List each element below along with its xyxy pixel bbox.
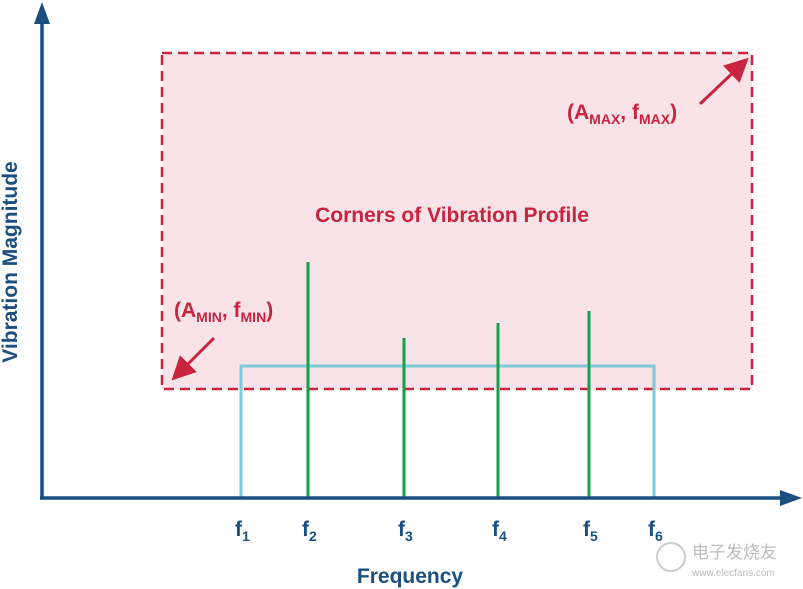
text: MIN bbox=[241, 309, 267, 325]
text: ) bbox=[670, 101, 677, 124]
profile-box bbox=[160, 51, 754, 391]
frequency-label: f3 bbox=[398, 518, 413, 544]
frequency-label: f6 bbox=[648, 518, 663, 544]
x-axis-label: Frequency bbox=[357, 565, 464, 588]
watermark-name: 电子发烧友 bbox=[692, 543, 777, 562]
text: ( bbox=[174, 299, 181, 322]
text: ) bbox=[266, 299, 273, 322]
max-corner: (AMAX, fMAX) bbox=[567, 101, 677, 127]
text: A bbox=[181, 299, 196, 322]
watermark-url: www.elecfans.com bbox=[691, 568, 775, 579]
text: f bbox=[398, 518, 406, 541]
text: MAX bbox=[639, 111, 671, 127]
profile-label: Corners of Vibration Profile bbox=[315, 204, 589, 227]
frequency-label: f1 bbox=[235, 518, 250, 544]
text: A bbox=[574, 101, 589, 124]
text: 2 bbox=[309, 528, 317, 544]
text: ( bbox=[567, 101, 574, 124]
text: f bbox=[492, 518, 500, 541]
min-corner: (AMIN, fMIN) bbox=[174, 299, 273, 325]
text: MIN bbox=[196, 309, 222, 325]
text: 5 bbox=[590, 528, 598, 544]
text: f bbox=[302, 518, 310, 541]
text: MAX bbox=[589, 111, 621, 127]
text: f bbox=[648, 518, 656, 541]
text: 3 bbox=[405, 528, 413, 544]
watermark-logo bbox=[656, 542, 686, 572]
frequency-label: f2 bbox=[302, 518, 317, 544]
text: f bbox=[235, 518, 243, 541]
text: , bbox=[620, 101, 632, 124]
text: , bbox=[222, 299, 234, 322]
max-arrow bbox=[698, 57, 749, 106]
frequency-label: f5 bbox=[583, 518, 598, 544]
text: 6 bbox=[655, 528, 663, 544]
frequency-labels: f1 f2 f3 f4 f5 f6 bbox=[235, 518, 663, 544]
min-arrow bbox=[171, 336, 216, 381]
text: 4 bbox=[499, 528, 507, 544]
y-axis-label: Vibration Magnitude bbox=[0, 161, 22, 362]
frequency-label: f4 bbox=[492, 518, 507, 544]
y-arrow bbox=[34, 2, 50, 24]
x-arrow bbox=[780, 490, 802, 506]
text: 1 bbox=[242, 528, 250, 544]
text: f bbox=[583, 518, 591, 541]
text: f bbox=[234, 299, 242, 322]
text: f bbox=[632, 101, 640, 124]
peaks bbox=[306, 262, 591, 498]
